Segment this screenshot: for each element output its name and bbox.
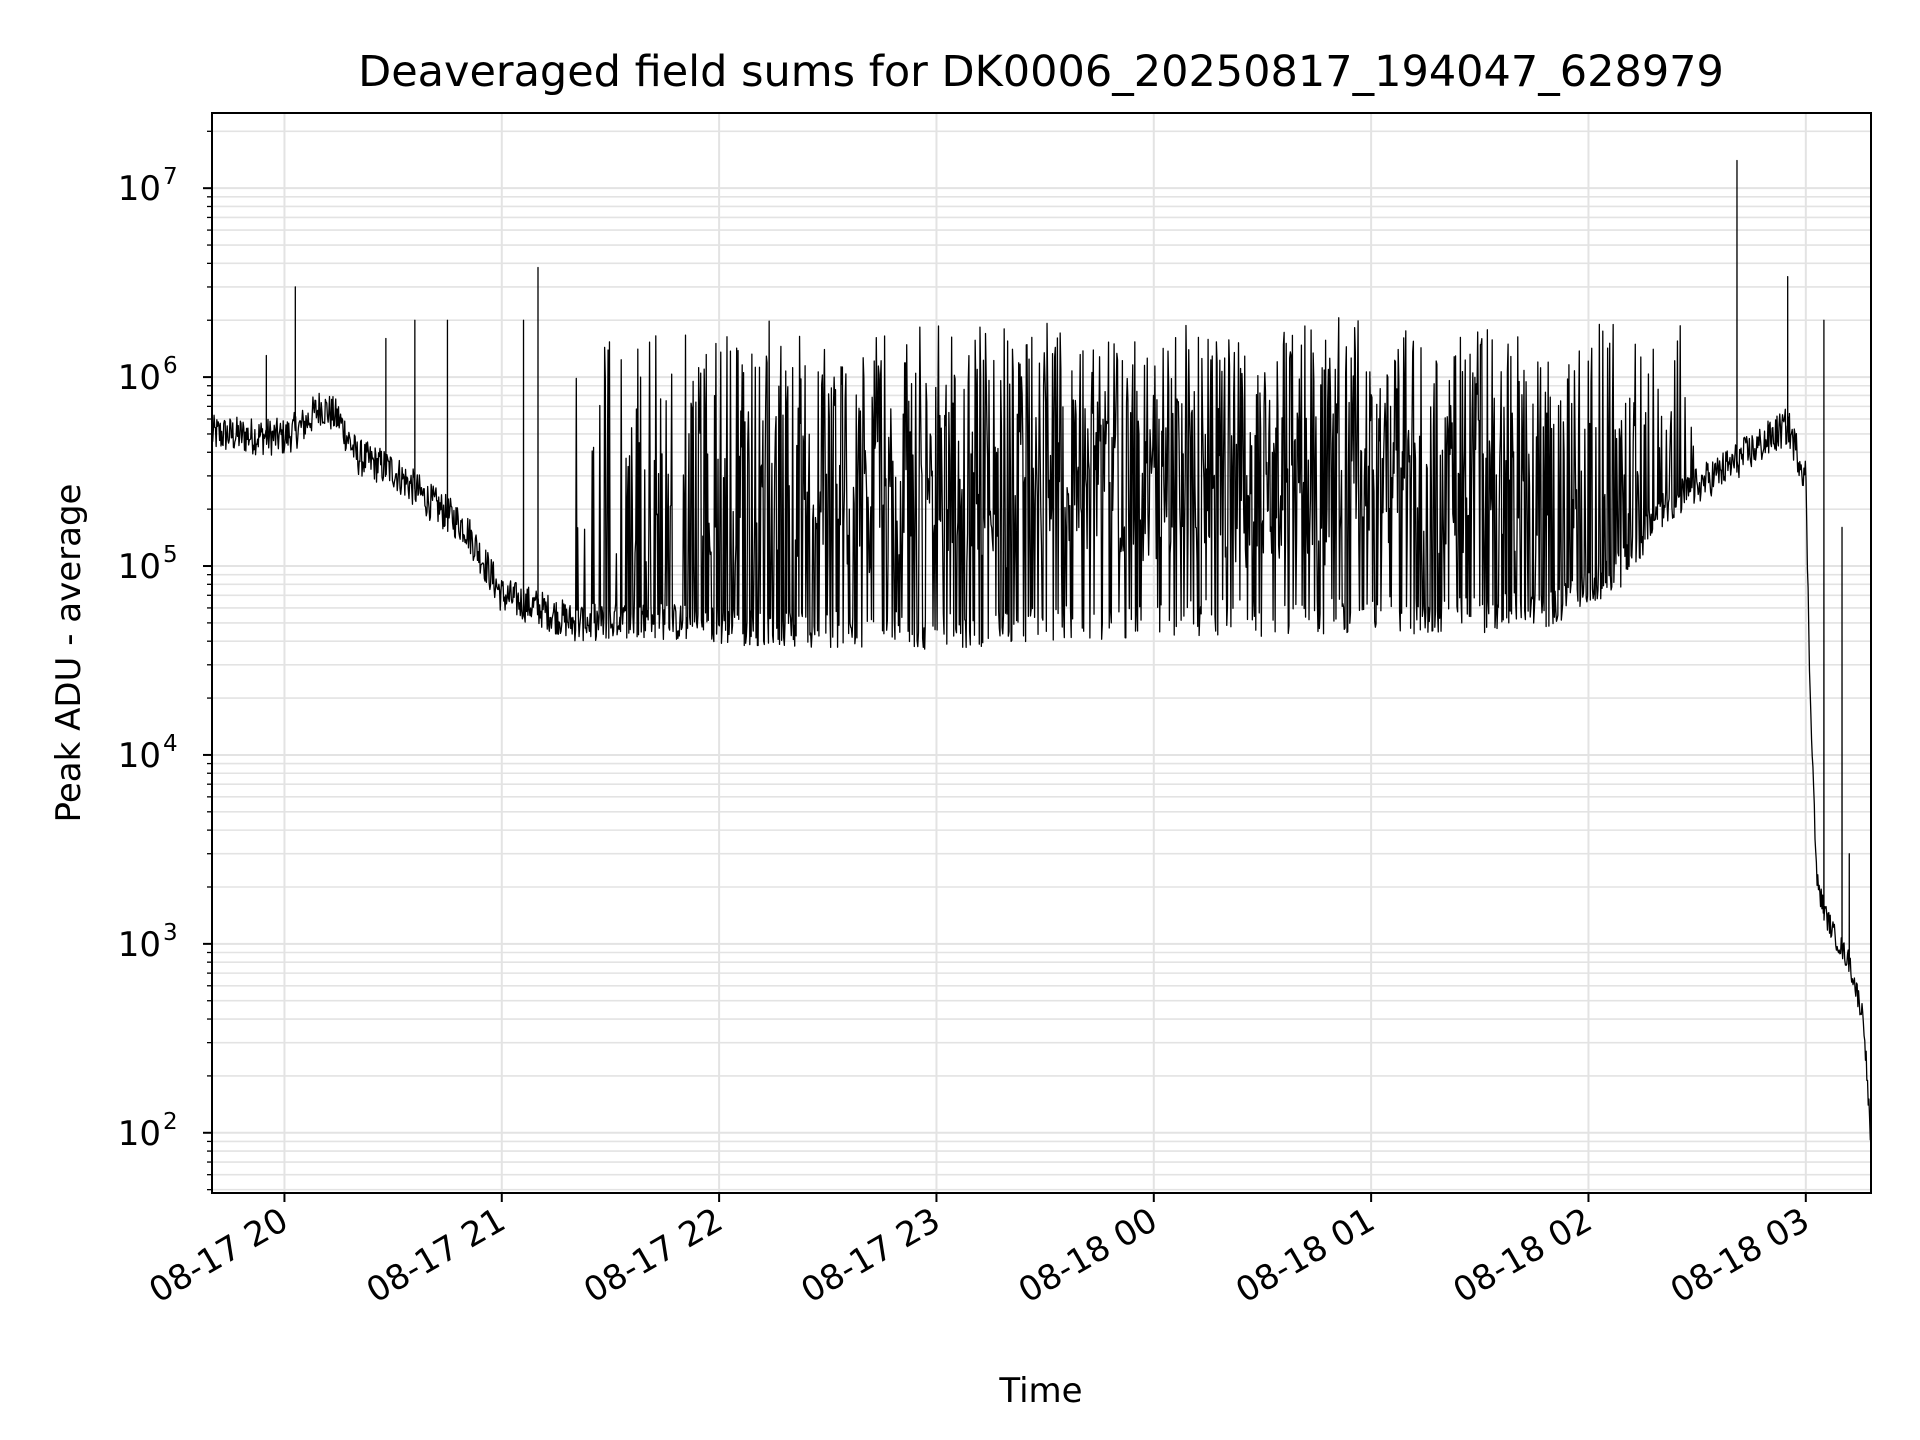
x-axis-title: Time	[998, 1371, 1082, 1411]
y-tick-label: 10 3	[118, 920, 178, 965]
y-tick-base: 10	[118, 736, 161, 776]
y-tick-exponent: 6	[163, 353, 178, 379]
plot-frame	[211, 112, 1872, 1194]
y-tick-label: 10 4	[118, 731, 178, 776]
data-series-layer	[212, 159, 1871, 1142]
y-tick-exponent: 7	[163, 164, 178, 190]
y-tick-exponent: 5	[163, 542, 178, 568]
y-tick-exponent: 3	[163, 920, 178, 946]
data-series-line	[212, 159, 1871, 1142]
y-tick-base: 10	[118, 169, 161, 209]
y-tick-base: 10	[118, 358, 161, 398]
y-tick-label: 10 5	[118, 542, 178, 587]
y-axis-title: Peak ADU - average	[49, 484, 89, 823]
y-tick-base: 10	[118, 1114, 161, 1154]
y-tick-base: 10	[118, 547, 161, 587]
y-tick-label: 10 2	[118, 1109, 178, 1154]
y-tick-base: 10	[118, 925, 161, 965]
y-tick-exponent: 2	[163, 1109, 178, 1135]
grid	[212, 113, 1871, 1193]
y-tick-exponent: 4	[163, 731, 178, 757]
y-tick-label: 10 6	[118, 353, 178, 398]
chart-title: Deaveraged field sums for DK0006_2025081…	[358, 47, 1724, 97]
y-tick-label: 10 7	[118, 164, 178, 209]
